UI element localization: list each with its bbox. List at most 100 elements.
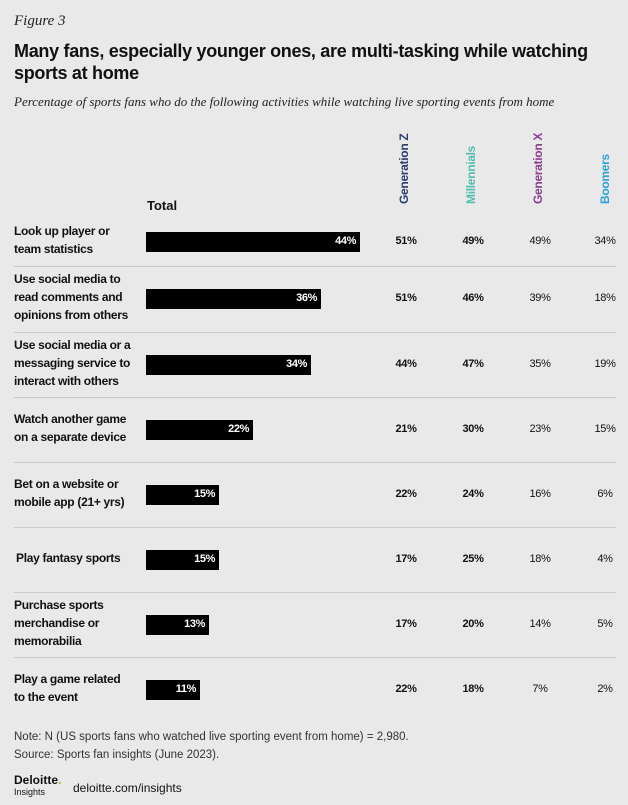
chart-row: Watch another game on a separate device 22… — [0, 397, 628, 462]
generation-value: 39% — [529, 292, 551, 304]
generation-value: 16% — [529, 488, 551, 500]
chart-row: Purchase sports merchandise or memorabilia… — [0, 592, 628, 657]
generation-value: 51% — [395, 235, 417, 247]
header-generation-x: Generation X — [531, 130, 547, 204]
category-label-line: Purchase sports — [14, 598, 104, 612]
category-label: Use social media or a messaging service t… — [14, 336, 139, 390]
generation-value: 25% — [462, 553, 484, 565]
generation-value: 46% — [462, 292, 484, 304]
series-label: Millennials — [464, 145, 478, 204]
header-boomers: Boomers — [598, 130, 614, 204]
category-label-line: team statistics — [14, 242, 93, 256]
logo-name: Deloitte — [14, 773, 59, 787]
category-label-line: merchandise or — [14, 616, 100, 630]
bar-value-label: 22% — [228, 423, 249, 435]
category-label-line: read comments and — [14, 290, 123, 304]
row-divider — [14, 527, 616, 528]
total-bar: 15% — [146, 485, 219, 505]
series-label: Generation X — [531, 132, 545, 204]
logo-sub: Insights — [14, 787, 46, 797]
chart-row: Play a game related to the event 11% 22% 18%… — [0, 657, 628, 722]
generation-value: 4% — [597, 553, 613, 565]
category-label-line: Use social media to — [14, 272, 121, 286]
total-bar: 11% — [146, 680, 200, 700]
generation-value: 47% — [462, 358, 484, 370]
category-label-line: mobile app (21+ yrs) — [14, 495, 125, 509]
chart-row: Use social media to read comments and opin… — [0, 266, 628, 332]
chart-row: Look up player or team statistics 44% 51% 49… — [0, 218, 628, 266]
total-bar: 36% — [146, 289, 321, 309]
category-label-line: memorabilia — [14, 634, 82, 648]
generation-value: 51% — [395, 292, 417, 304]
category-label-line: Look up player or — [14, 224, 110, 238]
category-label-line: Watch another game — [14, 412, 127, 426]
row-divider — [14, 332, 616, 333]
category-label: Bet on a website or mobile app (21+ yrs) — [14, 475, 139, 511]
total-bar: 13% — [146, 615, 209, 635]
source: Source: Sports fan insights (June 2023). — [14, 749, 220, 761]
generation-value: 6% — [597, 488, 613, 500]
category-label: Watch another game on a separate device — [14, 410, 139, 446]
bar-value-label: 44% — [335, 235, 356, 247]
generation-value: 19% — [594, 358, 616, 370]
generation-value: 35% — [529, 358, 551, 370]
bar-value-label: 34% — [286, 358, 307, 370]
bar-value-label: 36% — [296, 292, 317, 304]
note: Note: N (US sports fans who watched live… — [14, 731, 409, 743]
bar-value-label: 15% — [194, 488, 215, 500]
row-divider — [14, 397, 616, 398]
header-generation-z: Generation Z — [397, 130, 413, 204]
generation-value: 21% — [395, 423, 417, 435]
category-label-line: interact with others — [14, 374, 119, 388]
generation-value: 22% — [395, 683, 417, 695]
chart-title: Many fans, especially younger ones, are … — [14, 41, 588, 83]
chart-subtitle: Percentage of sports fans who do the fol… — [14, 94, 555, 109]
logo-dot: . — [58, 773, 62, 787]
series-label: Generation Z — [397, 133, 411, 204]
series-label: Boomers — [598, 154, 612, 204]
category-label: Purchase sports merchandise or memorabilia — [14, 596, 139, 650]
generation-value: 7% — [532, 683, 548, 695]
bar-value-label: 11% — [175, 683, 197, 695]
row-divider — [14, 462, 616, 463]
category-label: Look up player or team statistics — [14, 222, 139, 258]
category-label-line: messaging service to — [14, 356, 131, 370]
generation-value: 5% — [597, 618, 613, 630]
generation-value: 24% — [462, 488, 484, 500]
generation-value: 18% — [529, 553, 551, 565]
chart-row: Bet on a website or mobile app (21+ yrs) 1… — [0, 462, 628, 527]
header-millennials: Millennials — [464, 130, 480, 204]
figure-label: Figure 3 — [14, 13, 66, 29]
chart-row: Use social media or a messaging service t… — [0, 332, 628, 397]
row-divider — [14, 657, 616, 658]
generation-value: 49% — [462, 235, 484, 247]
category-label: Play fantasy sports — [16, 549, 141, 567]
category-label-line: Play a game related — [14, 672, 121, 686]
row-divider — [14, 592, 616, 593]
bar-value-label: 13% — [184, 618, 205, 630]
generation-value: 23% — [529, 423, 551, 435]
generation-value: 44% — [395, 358, 417, 370]
category-label-line: to the event — [14, 690, 78, 704]
total-bar: 15% — [146, 550, 219, 570]
site-link[interactable]: deloitte.com/insights — [73, 781, 182, 795]
generation-value: 17% — [395, 553, 417, 565]
chart-row: Play fantasy sports 15% 17% 25% 18% 4% — [0, 527, 628, 592]
category-label: Play a game related to the event — [14, 670, 139, 706]
bar-value-label: 15% — [194, 553, 215, 565]
generation-value: 2% — [597, 683, 613, 695]
generation-value: 34% — [594, 235, 616, 247]
category-label-line: Use social media or a — [14, 338, 131, 352]
category-label-line: Bet on a website or — [14, 477, 119, 491]
generation-value: 30% — [462, 423, 484, 435]
generation-value: 22% — [395, 488, 417, 500]
generation-value: 49% — [529, 235, 551, 247]
deloitte-logo: Deloitte. Insights — [14, 774, 61, 798]
total-header: Total — [147, 198, 178, 213]
generation-value: 20% — [462, 618, 484, 630]
generation-value: 15% — [594, 423, 616, 435]
total-bar: 44% — [146, 232, 360, 252]
category-label-line: opinions from others — [14, 308, 129, 322]
generation-value: 18% — [594, 292, 616, 304]
generation-value: 18% — [462, 683, 484, 695]
